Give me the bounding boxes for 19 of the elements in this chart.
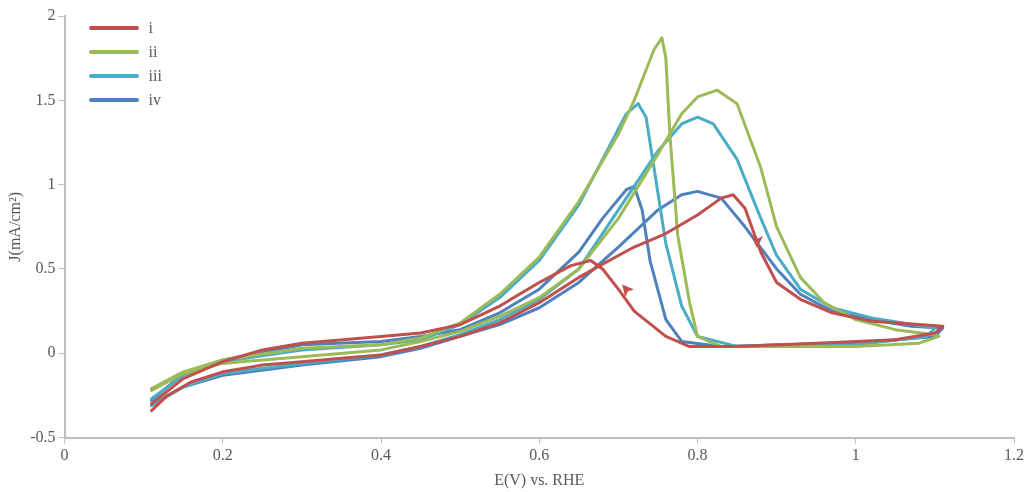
y-tick-label: 0.5: [35, 259, 56, 277]
y-tick-label: 0: [47, 343, 56, 361]
y-tick-label: 1: [47, 174, 56, 192]
x-tick-label: 0: [60, 446, 69, 464]
y-axis-title: J(mA/cm²): [5, 191, 24, 262]
legend-label: i: [148, 19, 153, 37]
x-tick-label: 1.2: [1004, 446, 1024, 464]
legend-label: iii: [148, 67, 162, 85]
x-tick-label: 0.8: [687, 446, 708, 464]
y-tick-label: 1.5: [35, 90, 56, 108]
y-tick-label: 2: [47, 6, 56, 24]
x-tick-label: 1: [851, 446, 860, 464]
y-tick-label: -0.5: [30, 427, 56, 445]
legend-label: ii: [148, 43, 158, 61]
x-tick-label: 0.2: [212, 446, 233, 464]
x-axis-title: E(V) vs. RHE: [494, 470, 585, 489]
x-tick-label: 0.6: [529, 446, 550, 464]
x-tick-label: 0.4: [371, 446, 392, 464]
legend-label: iv: [148, 91, 161, 109]
